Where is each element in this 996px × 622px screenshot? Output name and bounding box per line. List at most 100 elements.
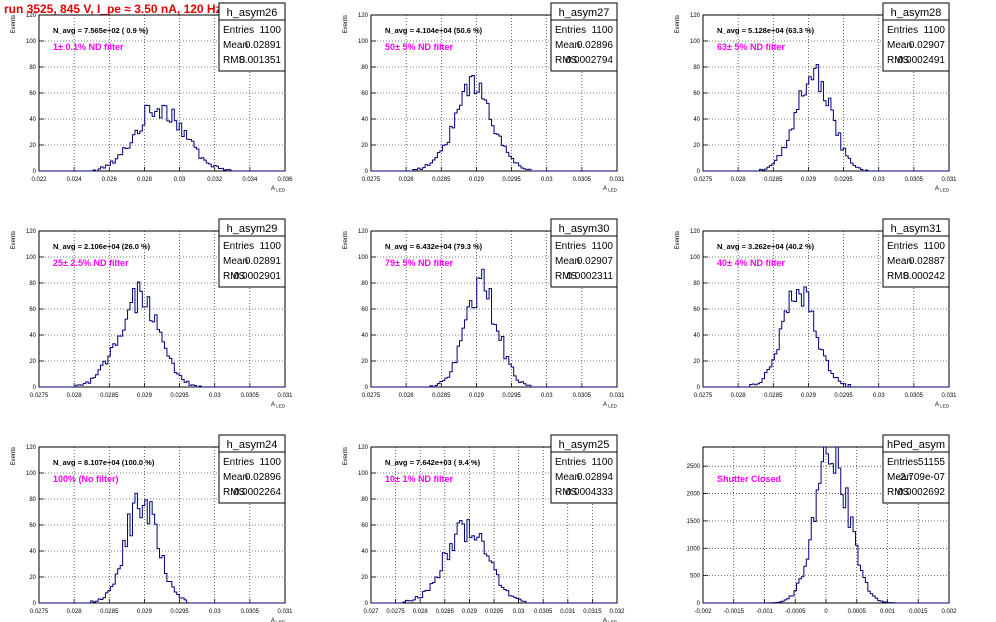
- stats-label: Entries: [555, 457, 586, 468]
- x-tick-label: -0.001: [756, 609, 774, 615]
- stats-box: [550, 218, 618, 288]
- x-tick-label: 0.028: [137, 177, 153, 183]
- x-tick-label: 0.031: [277, 609, 293, 615]
- filter-annotation: 40± 4% ND filter: [717, 258, 785, 268]
- x-tick-label: 0.0015: [909, 609, 928, 615]
- x-tick-label: 0.03: [541, 177, 553, 183]
- x-tick-label: 0.029: [469, 393, 485, 399]
- stats-value: 1100: [591, 457, 613, 468]
- x-tick-label: 0.028: [413, 609, 429, 615]
- x-axis-label: A LED: [935, 186, 950, 193]
- x-axis-label-subscript: LED: [608, 404, 618, 409]
- stats-value: 1100: [923, 241, 945, 252]
- y-axis-label: Events: [343, 447, 349, 465]
- x-axis-label: A LED: [271, 186, 286, 193]
- y-tick-label: 500: [690, 574, 701, 580]
- stats-value: 1100: [591, 241, 613, 252]
- x-tick-label: 0.031: [277, 393, 293, 399]
- x-axis-label: A LED: [271, 402, 286, 409]
- x-tick-label: 0.026: [102, 177, 118, 183]
- y-tick-label: 20: [361, 143, 368, 149]
- navg-annotation: N_avg = 3.262e+04 (40.2 %): [717, 242, 815, 251]
- x-tick-label: 0.027: [363, 609, 379, 615]
- x-tick-label: 0.0295: [502, 177, 521, 183]
- y-tick-label: 20: [693, 359, 700, 365]
- stats-label: Entries: [223, 457, 254, 468]
- x-tick-label: 0.029: [137, 609, 153, 615]
- y-tick-label: 1500: [687, 519, 701, 525]
- x-tick-label: 0.03: [873, 177, 885, 183]
- y-tick-label: 0: [697, 601, 701, 607]
- x-tick-label: -0.0015: [724, 609, 745, 615]
- x-tick-label: 0.03: [513, 609, 525, 615]
- x-axis-label-subscript: LED: [276, 188, 286, 193]
- stats-value: -2.709e-07: [897, 472, 946, 483]
- histogram-panel-h_asym29: 0.0275 0.028 0.0285 0.029 0.0295 0.03 0.0305 0.…: [11, 218, 293, 409]
- navg-annotation: N_avg = 6.432e+04 (79.3 %): [385, 242, 483, 251]
- x-tick-label: 0.03: [873, 393, 885, 399]
- x-tick-label: 0.0275: [694, 177, 713, 183]
- stats-label: Mean: [555, 40, 580, 51]
- stats-label: Entries: [555, 241, 586, 252]
- stats-label: RMS: [887, 271, 910, 282]
- stats-label: RMS: [223, 55, 246, 66]
- stats-label: Mean: [223, 40, 248, 51]
- x-tick-label: 0.03: [209, 393, 221, 399]
- stats-value: 0.02894: [577, 472, 614, 483]
- x-axis-label-subscript: LED: [940, 404, 950, 409]
- x-tick-label: 0.032: [207, 177, 223, 183]
- stats-label: Entries: [223, 25, 254, 36]
- x-tick-label: 0.0295: [485, 609, 504, 615]
- stats-value: 1100: [591, 25, 613, 36]
- y-tick-label: 120: [690, 13, 701, 19]
- filter-annotation: 25± 2.5% ND filter: [53, 258, 129, 268]
- stats-box: [218, 218, 286, 288]
- x-axis-label: A LED: [603, 186, 618, 193]
- y-tick-label: 40: [361, 117, 368, 123]
- stats-label: Entries: [555, 25, 586, 36]
- x-tick-label: 0.0295: [834, 177, 853, 183]
- y-tick-label: 100: [26, 39, 37, 45]
- y-tick-label: 80: [29, 65, 36, 71]
- x-tick-label: 0.022: [31, 177, 47, 183]
- y-tick-label: 120: [26, 229, 37, 235]
- stats-box: [550, 2, 618, 72]
- histogram-line: [39, 281, 285, 388]
- stats-value: 1100: [923, 25, 945, 36]
- y-axis-label: Events: [11, 15, 17, 33]
- stats-label: Entries: [887, 25, 918, 36]
- y-tick-label: 2000: [687, 492, 701, 498]
- y-tick-label: 60: [361, 307, 368, 313]
- y-tick-label: 40: [29, 117, 36, 123]
- y-tick-label: 60: [361, 91, 368, 97]
- stats-label: RMS: [555, 55, 578, 66]
- x-tick-label: 0.0305: [905, 393, 924, 399]
- stats-value: 0.0002794: [566, 55, 614, 66]
- y-tick-label: 120: [690, 229, 701, 235]
- x-tick-label: 0.036: [277, 177, 293, 183]
- filter-annotation: 63± 5% ND filter: [717, 42, 785, 52]
- x-tick-label: 0.028: [67, 609, 83, 615]
- y-tick-label: 0: [365, 601, 369, 607]
- x-tick-label: 0.0275: [362, 393, 381, 399]
- y-tick-label: 0: [697, 169, 701, 175]
- stats-box: [550, 434, 618, 504]
- navg-annotation: N_avg = 5.128e+04 (63.3 %): [717, 26, 815, 35]
- x-tick-label: 0.0305: [573, 177, 592, 183]
- x-tick-label: 0.024: [67, 177, 83, 183]
- x-tick-label: 0.028: [731, 177, 747, 183]
- y-tick-label: 60: [693, 307, 700, 313]
- stats-label: Mean: [555, 256, 580, 267]
- y-tick-label: 80: [361, 281, 368, 287]
- x-tick-label: 0: [824, 609, 828, 615]
- y-tick-label: 20: [29, 575, 36, 581]
- histogram-line: [371, 75, 617, 172]
- x-axis-label-subscript: LED: [940, 188, 950, 193]
- navg-annotation: N_avg = 4.104e+04 (50.6 %): [385, 26, 483, 35]
- stats-label: Mean: [555, 472, 580, 483]
- y-tick-label: 40: [361, 549, 368, 555]
- y-axis-label: Events: [11, 447, 17, 465]
- y-tick-label: 120: [26, 13, 37, 19]
- x-tick-label: 0.0295: [834, 393, 853, 399]
- histogram-panel-h_asym27: 0.0275 0.028 0.0285 0.029 0.0295 0.03 0.0305 0.…: [343, 2, 625, 193]
